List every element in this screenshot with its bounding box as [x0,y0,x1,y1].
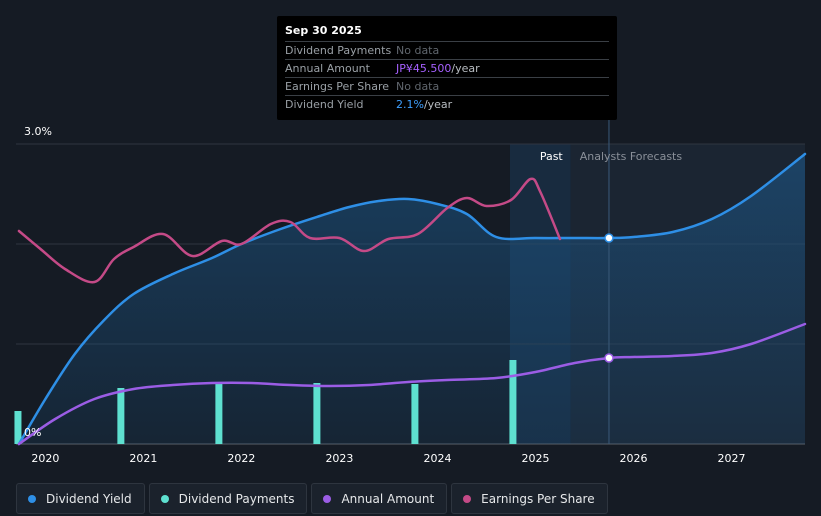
x-tick-label: 2026 [619,452,647,465]
x-tick-label: 2021 [129,452,157,465]
x-tick-label: 2020 [31,452,59,465]
x-tick-label: 2023 [325,452,353,465]
legend-dividend-payments[interactable]: Dividend Payments [148,483,308,514]
forecast-label: Analysts Forecasts [580,150,683,163]
legend-dividend-yield[interactable]: Dividend Yield [16,483,145,514]
tooltip-row-dividend-payments: Dividend Payments No data [285,41,609,59]
legend-dot-icon [160,494,169,503]
legend-earnings-per-share[interactable]: Earnings Per Share [451,483,608,514]
legend: Dividend Yield Dividend Payments Annual … [16,483,608,515]
dividend-yield-line [17,152,807,446]
dividend-payment-bar [509,360,517,444]
earnings-per-share-line [17,177,562,284]
legend-dot-icon [323,494,332,503]
annual-amount-line [17,322,807,446]
x-tick-label: 2024 [423,452,451,465]
legend-annual-amount[interactable]: Annual Amount [311,483,448,514]
x-tick-label: 2025 [521,452,549,465]
dividend-payment-bar [117,388,125,444]
tooltip-row-dividend-yield: Dividend Yield 2.1%/year [285,95,609,113]
x-tick-label: 2022 [227,452,255,465]
y-axis-label-max: 3.0% [24,125,52,138]
y-axis-label-min: 0% [24,426,41,439]
tooltip-date: Sep 30 2025 [285,24,362,37]
tooltip-row-annual-amount: Annual Amount JP¥45.500/year [285,59,609,77]
dividend-payment-bar [215,384,223,444]
legend-dot-icon [28,494,36,503]
x-tick-label: 2027 [717,452,745,465]
past-label: Past [540,150,564,163]
annual-amount-marker [604,353,614,363]
dividend-payment-bar [411,384,419,444]
dividend-yield-marker [604,233,614,243]
dividend-payment-bar [14,411,22,444]
tooltip-row-earnings-per-share: Earnings Per Share No data [285,77,609,95]
dividend-payment-bar [313,383,321,444]
tooltip: Sep 30 2025 Dividend Payments No data An… [277,16,617,120]
legend-dot-icon [463,494,472,503]
